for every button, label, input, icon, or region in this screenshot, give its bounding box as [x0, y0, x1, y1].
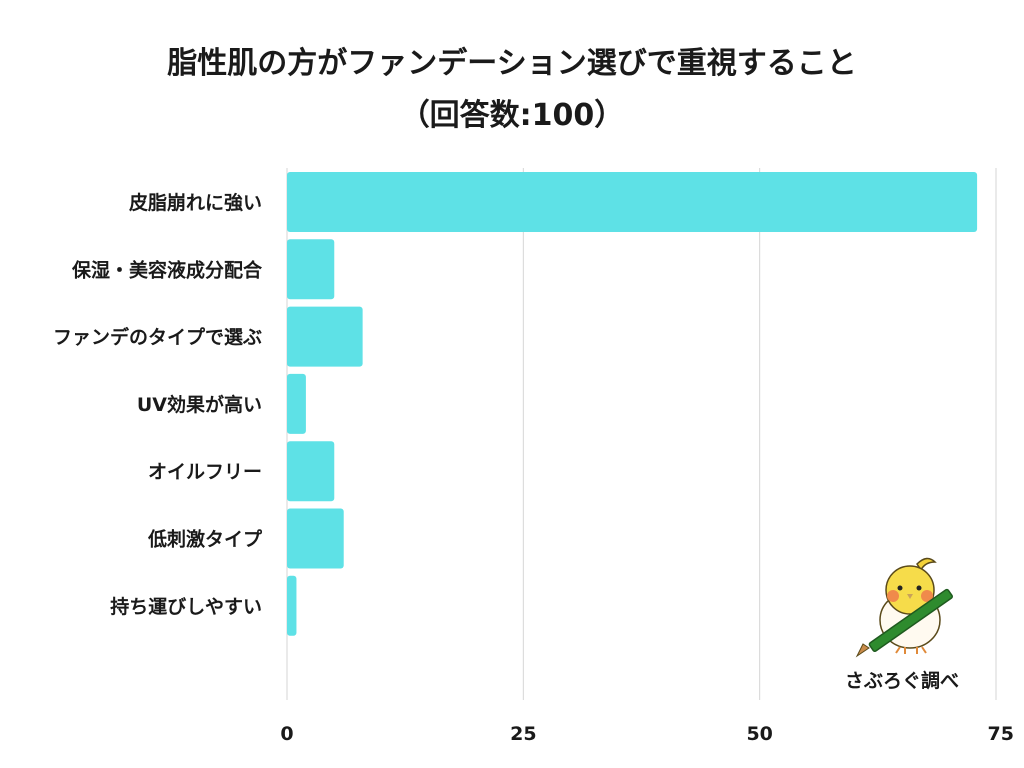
category-label: 皮脂崩れに強い [129, 191, 262, 214]
category-label: UV効果が高い [137, 393, 262, 416]
category-label: オイルフリー [148, 461, 262, 483]
chart-title: 脂性肌の方がファンデーション選びで重視すること [167, 46, 857, 81]
bird-mascot-icon [855, 557, 953, 658]
category-label: 持ち運びしやすい [110, 595, 262, 618]
bar-2 [287, 306, 363, 367]
bar-1 [287, 239, 335, 300]
x-tick-label: 50 [746, 723, 772, 745]
x-tick-label: 0 [280, 723, 293, 745]
source-label: さぶろぐ調べ [845, 670, 960, 692]
bar-4 [287, 441, 335, 502]
x-tick-label: 25 [510, 723, 536, 745]
bar-0 [287, 172, 978, 232]
bar-6 [287, 575, 297, 636]
x-tick-label: 75 [988, 723, 1014, 745]
chart-subtitle: （回答数:100） [399, 98, 625, 133]
category-label: 低刺激タイプ [147, 528, 263, 551]
category-label: 保湿・美容液成分配合 [71, 258, 263, 281]
category-label: ファンデのタイプで選ぶ [53, 326, 262, 349]
bar-3 [287, 373, 306, 434]
bar-5 [287, 508, 344, 569]
